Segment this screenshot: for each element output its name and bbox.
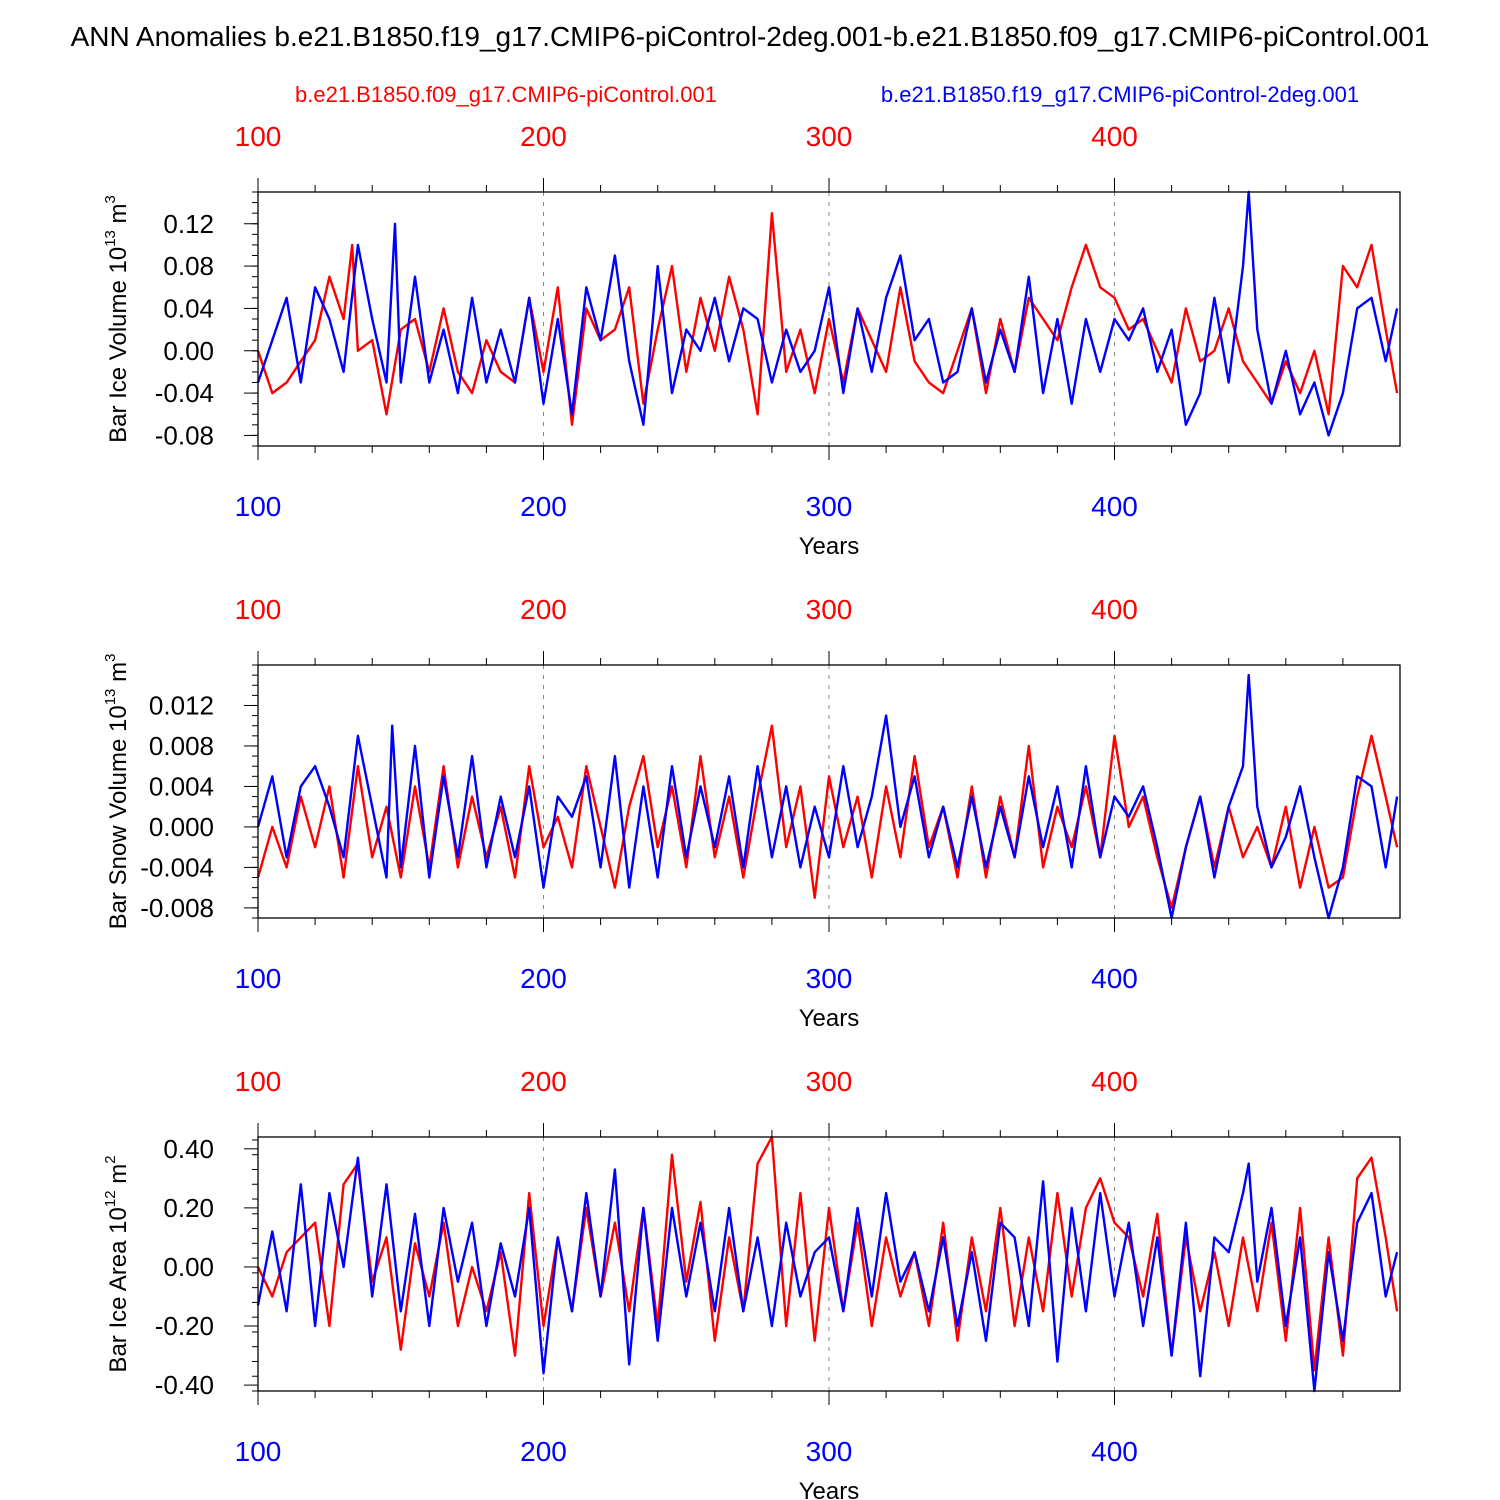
x-tick-label-bottom: 300	[806, 491, 853, 522]
y-tick-label: -0.004	[140, 852, 214, 882]
y-axis-label-part: m	[105, 1164, 132, 1191]
x-tick-label-bottom: 200	[520, 491, 567, 522]
y-tick-label: -0.008	[140, 893, 214, 923]
y-tick-label: 0.000	[149, 812, 214, 842]
series-blue-line	[256, 673, 1399, 920]
y-axis-label-part: 13	[102, 230, 119, 247]
plot-frame	[257, 1136, 1401, 1392]
y-tick-label: 0.008	[149, 731, 214, 761]
series-blue-line	[256, 190, 1399, 437]
x-tick-label-top: 300	[806, 121, 853, 152]
x-tick-label-bottom: 400	[1091, 963, 1138, 994]
y-axis-label-part: 12	[102, 1190, 119, 1207]
y-axis-label: Bar Ice Volume 1013 m3	[102, 195, 132, 443]
y-tick-label: 0.012	[149, 690, 214, 720]
x-tick-label-top: 300	[806, 594, 853, 625]
x-tick-label-top: 400	[1091, 1066, 1138, 1097]
y-tick-label: 0.08	[163, 251, 214, 281]
y-axis-label-part: m	[105, 662, 132, 689]
x-tick-label-bottom: 100	[235, 963, 282, 994]
x-tick-label-top: 100	[235, 121, 282, 152]
x-axis-label: Years	[799, 533, 860, 560]
x-tick-label-bottom: 100	[235, 1436, 282, 1467]
y-axis-label-part: 3	[102, 654, 119, 662]
x-tick-label-top: 200	[520, 121, 567, 152]
figure-title: ANN Anomalies b.e21.B1850.f19_g17.CMIP6-…	[71, 21, 1430, 52]
y-tick-label: 0.00	[163, 1252, 214, 1282]
y-tick-label: 0.40	[163, 1134, 214, 1164]
series-blue-line	[256, 1156, 1399, 1393]
x-tick-label-top: 300	[806, 1066, 853, 1097]
y-tick-label: 0.12	[163, 209, 214, 239]
x-tick-label-top: 200	[520, 594, 567, 625]
y-axis-label-part: m	[105, 203, 132, 230]
series-red-line	[256, 211, 1399, 426]
y-axis-label-part: Bar Ice Volume 10	[105, 247, 132, 443]
x-tick-label-top: 400	[1091, 121, 1138, 152]
y-axis-label-part: 13	[102, 689, 119, 706]
legend-red-label: b.e21.B1850.f09_g17.CMIP6-piControl.001	[295, 82, 717, 107]
y-axis-label: Bar Snow Volume 1013 m3	[102, 654, 132, 930]
x-tick-label-bottom: 400	[1091, 1436, 1138, 1467]
x-tick-label-top: 100	[235, 1066, 282, 1097]
panel-2: -0.008 -0.004 0.000 0.004 0.008 0.012 100 100 20…	[102, 594, 1401, 1032]
series-red-line	[256, 1135, 1399, 1372]
plot-frame	[257, 664, 1401, 919]
x-tick-label-bottom: 100	[235, 491, 282, 522]
y-axis-label-part: 3	[102, 195, 119, 203]
x-tick-label-top: 100	[235, 594, 282, 625]
y-tick-label: -0.40	[155, 1370, 214, 1400]
y-tick-label: -0.20	[155, 1311, 214, 1341]
x-tick-label-bottom: 200	[520, 1436, 567, 1467]
y-axis-label-part: Bar Ice Area 10	[105, 1207, 132, 1372]
y-tick-label: -0.08	[155, 420, 214, 450]
x-axis-label: Years	[799, 1005, 860, 1032]
x-tick-label-bottom: 300	[806, 1436, 853, 1467]
x-tick-label-bottom: 200	[520, 963, 567, 994]
y-tick-label: 0.00	[163, 336, 214, 366]
y-axis-label: Bar Ice Area 1012 m2	[102, 1155, 132, 1372]
y-tick-label: 0.004	[149, 771, 214, 801]
x-axis-label: Years	[799, 1478, 860, 1500]
x-tick-label-top: 200	[520, 1066, 567, 1097]
y-axis-label-part: 2	[102, 1155, 119, 1163]
y-tick-label: -0.04	[155, 378, 214, 408]
panel-1: -0.08 -0.04 0.00 0.04 0.08 0.12 100 100 200 200 30…	[102, 121, 1401, 560]
x-tick-label-top: 400	[1091, 594, 1138, 625]
panel-3: -0.40 -0.20 0.00 0.20 0.40 100 100 200 200 300 300…	[102, 1066, 1401, 1500]
legend-blue-label: b.e21.B1850.f19_g17.CMIP6-piControl-2deg…	[881, 82, 1359, 107]
y-axis-label-part: Bar Snow Volume 10	[105, 705, 132, 929]
x-tick-label-bottom: 300	[806, 963, 853, 994]
y-tick-label: 0.04	[163, 293, 214, 323]
x-tick-label-bottom: 400	[1091, 491, 1138, 522]
y-tick-label: 0.20	[163, 1193, 214, 1223]
